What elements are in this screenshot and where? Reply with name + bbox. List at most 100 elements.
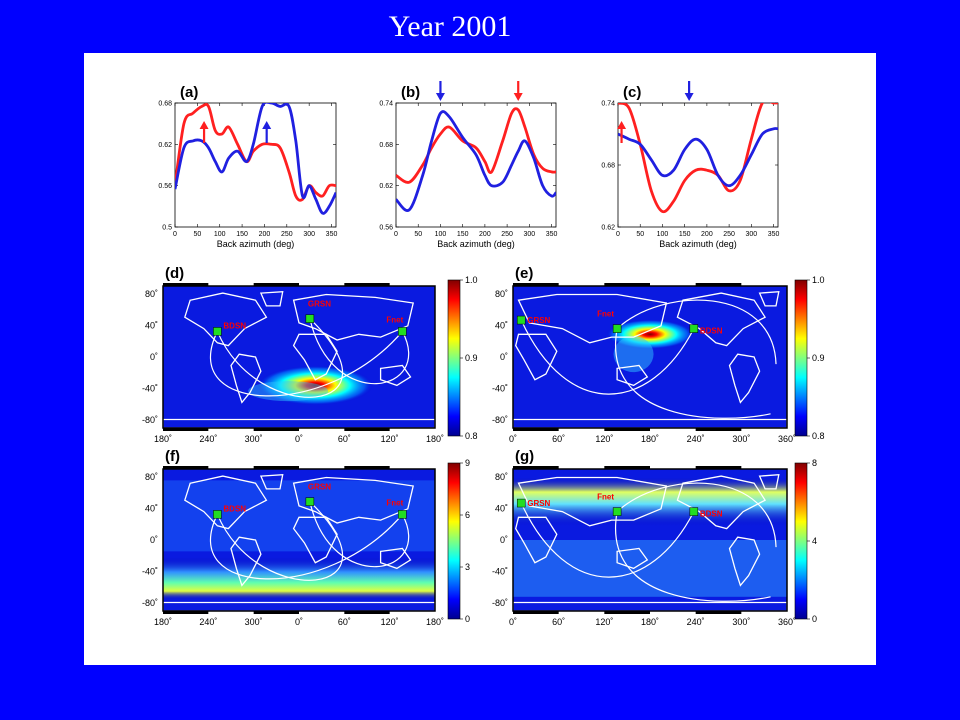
arrow-head-blue <box>262 121 272 129</box>
arrow-head-red <box>199 121 209 129</box>
continent-outline <box>515 333 558 381</box>
y-tick-label: -40˚ <box>492 567 508 577</box>
continent-outline <box>513 601 787 611</box>
y-tick-label: 0.74 <box>379 101 393 108</box>
continent-outline <box>184 292 268 347</box>
y-tick-label: 40˚ <box>145 321 158 331</box>
y-tick-label: 0.62 <box>158 142 172 149</box>
x-tick-label: 120˚ <box>595 617 613 627</box>
x-tick-label: 240˚ <box>687 434 705 444</box>
map-border-segment <box>344 428 390 431</box>
continent-outline <box>230 353 262 404</box>
x-tick-label: 200 <box>479 231 491 238</box>
x-tick-label: 180˚ <box>641 434 659 444</box>
x-tick-label: 300˚ <box>245 434 263 444</box>
panel-label: (a) <box>180 84 198 101</box>
arrow-head-blue <box>435 93 445 101</box>
map-border-segment <box>344 611 390 614</box>
map-border-segment <box>513 283 559 286</box>
panel-label: (f) <box>165 448 180 465</box>
continent-outline <box>184 475 268 530</box>
colorbar-tick-label: 8 <box>812 458 817 468</box>
series-line-blue <box>175 103 336 215</box>
continent-outline <box>292 333 338 381</box>
continent-outline <box>163 418 435 428</box>
line-chart-3: (c) 0 50 100 150 200 250 300 350 0.62 0.68 0.74 Back… <box>601 81 779 249</box>
series-line-blue <box>396 110 556 212</box>
station-marker <box>612 324 622 333</box>
x-tick-label: 60˚ <box>338 434 351 444</box>
coherence-halo <box>248 381 329 402</box>
y-tick-label: 0.5 <box>162 225 172 232</box>
y-tick-label: -80˚ <box>142 598 158 608</box>
x-tick-label: 350 <box>326 231 338 238</box>
station-marker <box>516 498 526 508</box>
continent-outline <box>728 536 761 587</box>
map-area: BDSN GRSN Fnet <box>163 469 435 611</box>
map-chart-2: GRSN Fnet BDSN (e) 0˚ 60˚ 120˚ 180˚ 240˚ 300˚ 360˚… <box>492 265 825 444</box>
map-border-segment <box>163 611 209 614</box>
station-marker <box>516 315 526 325</box>
y-tick-label: -40˚ <box>142 567 158 577</box>
station-marker <box>398 510 407 519</box>
station-label: GRSN <box>527 499 550 508</box>
y-tick-label: 0.74 <box>601 101 615 108</box>
panel-label: (d) <box>165 265 184 282</box>
continent-outline <box>728 353 761 404</box>
x-tick-label: 200 <box>259 231 271 238</box>
x-tick-label: 0 <box>394 231 398 238</box>
x-tick-label: 250 <box>723 231 735 238</box>
x-axis-title: Back azimuth (deg) <box>659 239 737 249</box>
x-tick-label: 60˚ <box>552 434 565 444</box>
great-circle-path <box>209 331 403 397</box>
station-marker <box>213 327 222 336</box>
station-label: GRSN <box>308 300 331 309</box>
y-tick-label: -40˚ <box>142 384 158 394</box>
map-area: GRSN Fnet BDSN <box>513 469 787 611</box>
colorbar-tick-label: 0.9 <box>465 353 478 363</box>
density-band-north <box>513 477 787 526</box>
map-border-segment <box>163 283 209 286</box>
map-border-segment <box>253 428 299 431</box>
great-circle-path <box>520 502 695 578</box>
great-circle-path <box>616 299 777 365</box>
panel-label: (c) <box>623 84 641 101</box>
station-label: BDSN <box>700 327 723 336</box>
y-tick-label: 0.56 <box>158 183 172 190</box>
great-circle-path <box>614 328 771 419</box>
colorbar-tick-label: 0.8 <box>465 431 478 441</box>
map-border-segment <box>253 611 299 614</box>
great-circle-path <box>209 514 403 580</box>
map-border-segment <box>253 466 299 469</box>
colorbar <box>794 279 808 437</box>
continent-outline <box>676 292 767 347</box>
colorbar-tick-label: 9 <box>465 458 470 468</box>
y-tick-label: 0.62 <box>601 225 615 232</box>
station-marker <box>689 507 699 516</box>
density-band-south <box>513 540 787 597</box>
x-tick-label: 50 <box>414 231 422 238</box>
x-tick-label: 250 <box>281 231 293 238</box>
x-tick-label: 180˚ <box>641 617 659 627</box>
x-tick-label: 300˚ <box>732 617 750 627</box>
station-marker <box>612 507 622 516</box>
continent-outline <box>676 475 767 530</box>
continent-outline <box>758 473 780 490</box>
continent-outline <box>292 293 414 341</box>
y-tick-label: 80˚ <box>145 472 158 482</box>
x-tick-label: 350 <box>768 231 780 238</box>
map-border-segment <box>604 611 650 614</box>
panel-label: (g) <box>515 448 534 465</box>
y-tick-label: 0.68 <box>601 163 615 170</box>
colorbar-tick-label: 4 <box>812 536 817 546</box>
x-tick-label: 300 <box>745 231 757 238</box>
station-marker <box>213 510 222 519</box>
x-tick-label: 150 <box>679 231 691 238</box>
x-tick-label: 0˚ <box>509 434 517 444</box>
map-area: BDSN GRSN Fnet <box>163 286 435 428</box>
station-marker <box>398 327 407 336</box>
plot-frame <box>174 102 337 228</box>
arrow-head-red <box>513 93 523 101</box>
colorbar-tick-label: 6 <box>465 510 470 520</box>
great-circle-path <box>616 482 777 548</box>
